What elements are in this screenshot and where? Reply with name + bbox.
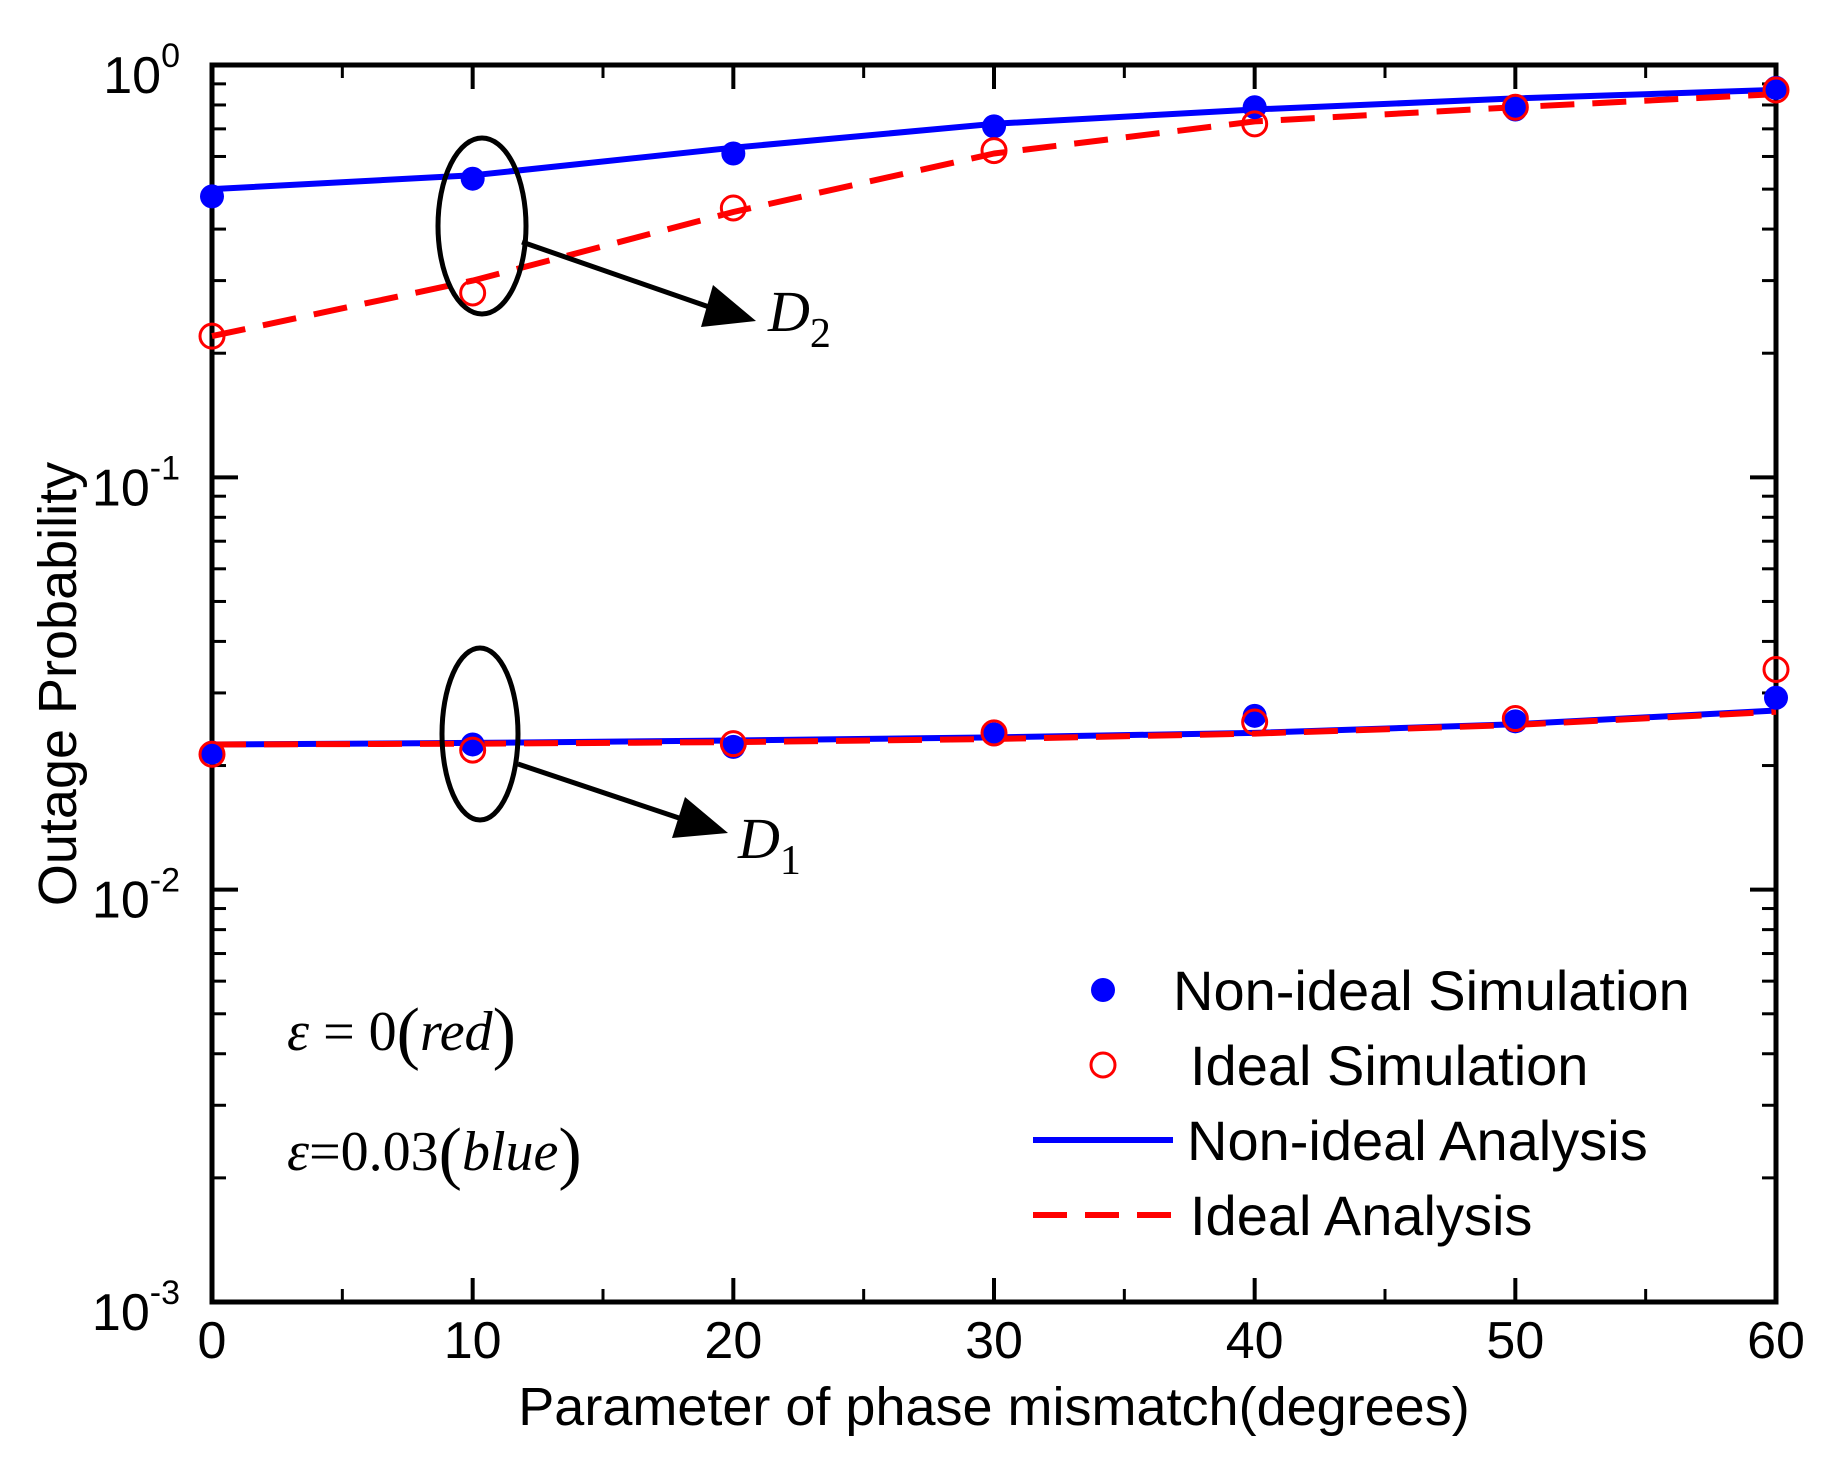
x-tick-label: 60 xyxy=(1747,1312,1805,1370)
legend-marker-filled-circle xyxy=(1091,978,1115,1002)
d2-label: D2 xyxy=(767,279,831,357)
data-point-ideal-simulation-d2 xyxy=(719,194,747,222)
d2-label-sub: 2 xyxy=(810,311,831,357)
legend-marker-open-circle xyxy=(1089,1051,1117,1079)
x-tick-label: 20 xyxy=(704,1312,762,1370)
legend-label-ideal-analysis: Ideal Analysis xyxy=(1190,1184,1532,1247)
y-tick-label-base: 10 xyxy=(92,1284,150,1342)
epsilon-red-word: red xyxy=(420,1001,494,1063)
d2-label-base: D xyxy=(767,279,810,344)
x-tick-label: 30 xyxy=(965,1312,1023,1370)
y-tick-label: 10-2 xyxy=(92,862,180,930)
d1-group-ellipse xyxy=(439,645,521,823)
epsilon-blue-symbol: ε xyxy=(287,1121,310,1183)
d1-arrow-shaft xyxy=(517,761,683,822)
data-point-ideal-simulation-d2 xyxy=(1241,110,1269,138)
data-point-ideal-simulation-d2 xyxy=(459,279,487,307)
d2-group-ellipse xyxy=(435,135,529,317)
x-tick-label: 40 xyxy=(1226,1312,1284,1370)
epsilon-red-note: ε = 0(red) xyxy=(287,995,516,1072)
x-tick-label: 0 xyxy=(198,1312,227,1370)
data-point-ideal-simulation-d1 xyxy=(719,730,747,758)
x-axis-ticks: 0 10 20 30 40 50 60 xyxy=(198,65,1805,1370)
epsilon-blue-word: blue xyxy=(462,1121,558,1183)
legend-item-non-ideal-simulation: Non-ideal Simulation xyxy=(1091,959,1690,1022)
y-tick-label-base: 10 xyxy=(103,47,161,105)
y-tick-label: 10-1 xyxy=(92,449,180,517)
series-layer xyxy=(198,75,1790,768)
legend-label-non-ideal-analysis: Non-ideal Analysis xyxy=(1187,1109,1648,1172)
epsilon-red-close-paren: ) xyxy=(493,995,516,1072)
epsilon-blue-close-paren: ) xyxy=(558,1115,581,1192)
legend-item-ideal-analysis: Ideal Analysis xyxy=(1033,1184,1532,1247)
data-point-non-ideal-simulation-d1 xyxy=(1764,685,1788,710)
legend-item-non-ideal-analysis: Non-ideal Analysis xyxy=(1033,1109,1648,1172)
data-point-ideal-simulation-d1 xyxy=(1762,655,1790,683)
data-point-ideal-simulation-d2 xyxy=(980,137,1008,165)
d2-arrow-head xyxy=(701,285,756,327)
legend: Non-ideal Simulation Ideal Simulation No… xyxy=(1033,959,1690,1247)
d1-label: D1 xyxy=(737,806,801,884)
d2-arrow-shaft xyxy=(521,239,713,311)
epsilon-blue-note: ε=0.03(blue) xyxy=(287,1115,582,1192)
y-tick-label-exponent: -1 xyxy=(150,449,180,487)
epsilon-red-value: = 0 xyxy=(309,1001,397,1063)
data-point-non-ideal-simulation-d2 xyxy=(1503,97,1528,122)
y-tick-label-exponent: -3 xyxy=(150,1274,180,1312)
y-axis-label: Outage Probability xyxy=(28,462,88,906)
data-point-ideal-simulation-d1 xyxy=(980,719,1008,747)
d1-label-sub: 1 xyxy=(780,838,801,884)
y-tick-label-exponent: 0 xyxy=(161,37,180,75)
data-point-ideal-simulation-d2 xyxy=(1762,76,1790,104)
data-point-non-ideal-simulation-d2 xyxy=(1764,75,1788,100)
data-point-non-ideal-simulation-d2 xyxy=(200,184,224,209)
data-point-non-ideal-simulation-d1 xyxy=(200,740,224,765)
d1-label-base: D xyxy=(737,806,780,871)
d1-arrow-head xyxy=(672,797,728,838)
legend-item-ideal-simulation: Ideal Simulation xyxy=(1089,1034,1588,1097)
y-tick-label-exponent: -2 xyxy=(150,862,180,900)
data-point-ideal-simulation-d2 xyxy=(198,322,226,350)
legend-label-ideal-simulation: Ideal Simulation xyxy=(1190,1034,1588,1097)
y-tick-label: 10-3 xyxy=(92,1274,180,1342)
x-tick-label: 50 xyxy=(1486,1312,1544,1370)
epsilon-red-open-paren: ( xyxy=(397,995,420,1072)
epsilon-blue-open-paren: ( xyxy=(439,1115,462,1192)
y-tick-label-base: 10 xyxy=(92,459,150,517)
x-tick-label: 10 xyxy=(444,1312,502,1370)
data-point-ideal-simulation-d1 xyxy=(198,740,226,768)
legend-label-non-ideal-simulation: Non-ideal Simulation xyxy=(1173,959,1690,1022)
y-tick-label-base: 10 xyxy=(92,872,150,930)
data-point-ideal-simulation-d1 xyxy=(1501,705,1529,733)
data-point-ideal-simulation-d2 xyxy=(1501,93,1529,121)
data-point-non-ideal-simulation-d1 xyxy=(982,722,1006,747)
d1-annotation: D1 xyxy=(439,645,801,884)
x-axis-label: Parameter of phase mismatch(degrees) xyxy=(518,1377,1469,1437)
epsilon-red-symbol: ε xyxy=(287,1001,310,1063)
data-point-non-ideal-simulation-d1 xyxy=(460,732,485,757)
data-point-non-ideal-simulation-d2 xyxy=(982,114,1006,139)
epsilon-blue-value: =0.03 xyxy=(309,1121,439,1183)
data-point-non-ideal-simulation-d1 xyxy=(1242,703,1267,728)
data-point-ideal-simulation-d1 xyxy=(459,736,487,764)
data-point-non-ideal-simulation-d2 xyxy=(721,141,746,166)
data-point-ideal-simulation-d1 xyxy=(1241,708,1269,736)
data-point-non-ideal-simulation-d2 xyxy=(460,166,485,191)
y-tick-label: 100 xyxy=(103,37,180,105)
d2-annotation: D2 xyxy=(435,135,831,357)
